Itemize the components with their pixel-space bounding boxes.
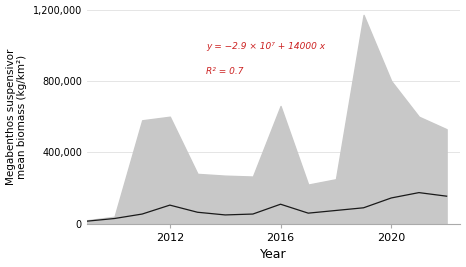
- Text: R² = 0.7: R² = 0.7: [206, 68, 244, 76]
- X-axis label: Year: Year: [260, 249, 287, 261]
- Text: y = −2.9 × 10⁷ + 14000 x: y = −2.9 × 10⁷ + 14000 x: [206, 42, 326, 51]
- Y-axis label: Megabenthos suspensivor
mean biomass (kg/km²): Megabenthos suspensivor mean biomass (kg…: [6, 49, 27, 185]
